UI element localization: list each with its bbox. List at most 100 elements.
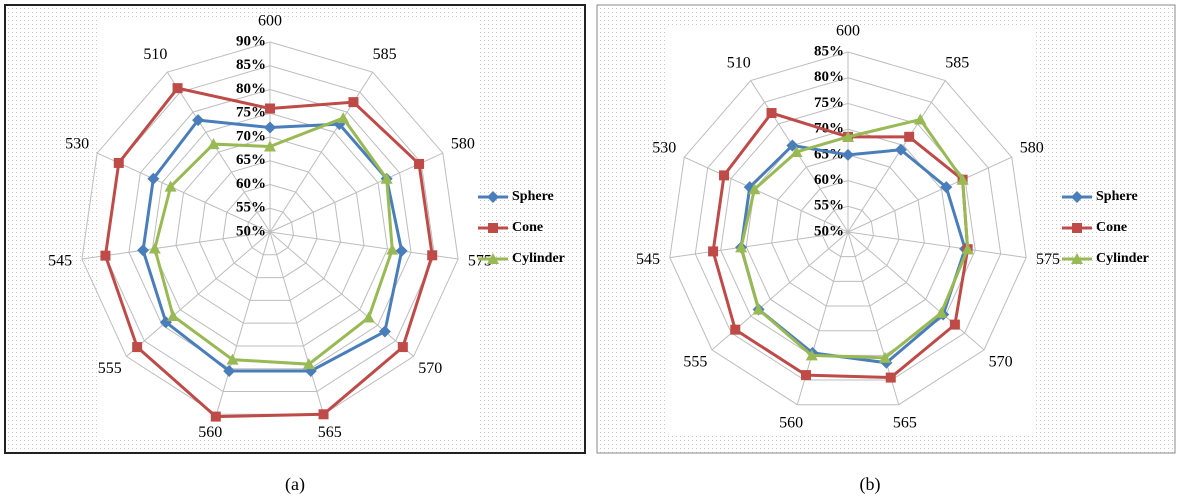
- data-point: [147, 172, 160, 185]
- r-tick-label: 80%: [814, 69, 844, 85]
- data-point: [264, 140, 276, 152]
- r-tick-label: 75%: [814, 95, 844, 111]
- legend-label: Sphere: [512, 189, 554, 204]
- data-point: [172, 83, 183, 94]
- legend-label: Cone: [512, 220, 543, 235]
- r-tick-label: 60%: [814, 172, 844, 188]
- spoke: [847, 231, 985, 351]
- data-point: [226, 353, 239, 365]
- spoke: [96, 152, 271, 233]
- data-point: [961, 243, 974, 255]
- spoke: [269, 152, 444, 233]
- category-label: 575: [468, 253, 492, 270]
- legend-marker: [487, 191, 499, 203]
- data-point: [302, 358, 315, 370]
- data-point: [914, 113, 927, 125]
- plot-bg-b: [665, 25, 1035, 435]
- caption: (b): [860, 474, 881, 495]
- series-line: [711, 111, 970, 380]
- series-line: [739, 117, 970, 360]
- data-point: [878, 351, 891, 363]
- category-label: 510: [143, 46, 167, 63]
- data-point: [766, 108, 777, 119]
- data-point: [380, 172, 393, 184]
- spoke: [166, 71, 271, 233]
- data-point: [800, 370, 811, 381]
- spoke: [215, 231, 271, 415]
- data-point: [113, 157, 124, 168]
- grid-ring: [796, 180, 900, 282]
- r-tick-label: 50%: [236, 223, 266, 239]
- data-point: [318, 409, 329, 420]
- grid-ring: [222, 183, 318, 279]
- data-point: [265, 103, 275, 114]
- grid-ring: [151, 112, 389, 347]
- grid-ring: [771, 154, 925, 307]
- spoke: [81, 231, 271, 260]
- grid-ring: [128, 88, 412, 370]
- r-tick-label: 90%: [236, 33, 266, 49]
- grid-ring: [669, 51, 1027, 406]
- legend-label: Cylinder: [1096, 251, 1149, 266]
- category-label: 565: [318, 424, 342, 441]
- grid-ring: [694, 77, 1002, 381]
- data-point: [348, 97, 359, 108]
- data-point: [735, 241, 748, 253]
- category-label: 530: [652, 140, 676, 157]
- data-point: [164, 180, 177, 192]
- spoke: [126, 231, 271, 357]
- grid-ring: [245, 207, 295, 256]
- spoke: [269, 231, 414, 357]
- category-label: 555: [98, 360, 122, 377]
- grid-ring: [822, 205, 874, 258]
- data-point: [842, 130, 854, 142]
- r-tick-label: 85%: [236, 57, 266, 73]
- legend-label: Cylinder: [512, 251, 565, 266]
- category-label: 530: [65, 135, 89, 152]
- r-tick-label: 55%: [236, 200, 266, 216]
- data-point: [395, 244, 408, 257]
- spoke: [269, 231, 459, 260]
- data-point: [719, 170, 730, 181]
- spoke: [684, 156, 849, 233]
- data-point: [337, 112, 350, 124]
- r-tick-label: 80%: [236, 81, 266, 97]
- r-tick-label: 65%: [236, 152, 266, 168]
- r-tick-label: 75%: [236, 105, 266, 121]
- data-point: [132, 342, 143, 353]
- category-label: 580: [1020, 140, 1044, 157]
- category-label: 570: [989, 354, 1013, 371]
- category-label: 560: [779, 415, 803, 432]
- category-label: 510: [727, 54, 751, 71]
- data-point: [949, 319, 960, 330]
- category-label: 575: [1036, 251, 1060, 268]
- data-point: [100, 250, 111, 261]
- data-point: [386, 243, 399, 255]
- r-tick-label: 60%: [236, 176, 266, 192]
- category-label: 555: [683, 354, 707, 371]
- data-point: [192, 114, 205, 127]
- legend-marker: [1071, 191, 1083, 203]
- spoke: [847, 231, 1027, 259]
- data-point: [207, 138, 220, 150]
- data-point: [805, 349, 818, 361]
- data-point: [210, 411, 221, 422]
- category-label: 600: [836, 23, 860, 40]
- data-point: [956, 173, 969, 185]
- data-point: [414, 158, 425, 169]
- spoke: [269, 231, 325, 415]
- data-point: [730, 324, 741, 335]
- spoke: [847, 156, 1012, 233]
- category-label: 565: [893, 415, 917, 432]
- data-point: [148, 242, 161, 254]
- legend-label: Sphere: [1096, 189, 1138, 204]
- data-point: [708, 246, 719, 257]
- legend-marker: [1072, 223, 1082, 233]
- data-point: [427, 250, 438, 261]
- r-tick-label: 55%: [814, 198, 844, 214]
- data-point: [397, 342, 408, 353]
- data-point: [264, 121, 276, 134]
- legend-marker: [488, 223, 498, 233]
- category-label: 545: [636, 251, 660, 268]
